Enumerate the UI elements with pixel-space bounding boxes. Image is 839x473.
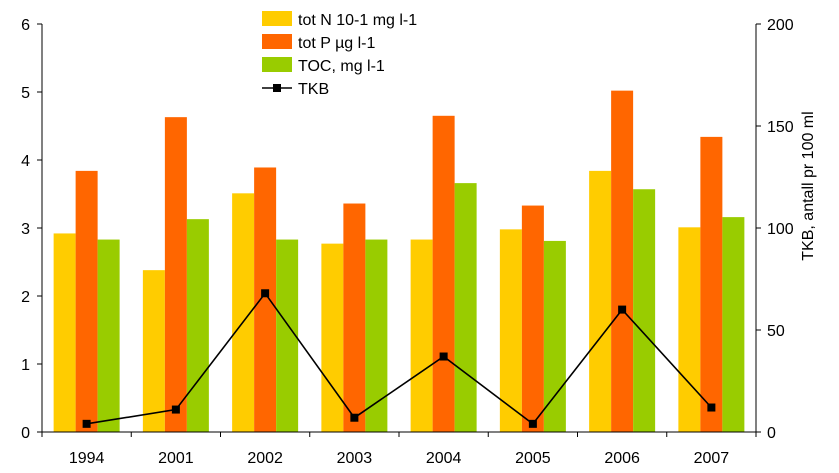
left-tick-label: 5 [21, 85, 30, 102]
legend-label-2: tot P µg l-1 [298, 35, 376, 52]
right-tick-label: 0 [767, 425, 776, 442]
right-tick-label: 150 [767, 119, 794, 136]
bar-1-2001 [142, 270, 165, 432]
bar-2-2001 [164, 117, 187, 432]
left-tick-label: 1 [21, 357, 30, 374]
x-tick-label: 2006 [604, 450, 640, 467]
legend-swatch-3 [262, 57, 292, 72]
tkb-marker-2001 [171, 405, 180, 414]
bar-2-2002 [254, 167, 277, 433]
tkb-marker-1994 [82, 419, 91, 428]
legend-label-4: TKB [298, 81, 329, 98]
legend-label-3: TOC, mg l-1 [298, 58, 385, 75]
tkb-line-layer [82, 289, 716, 428]
x-tick-label: 2002 [247, 450, 283, 467]
x-tick-label: 2004 [426, 450, 462, 467]
bar-3-2003 [365, 239, 388, 432]
bar-1-2004 [410, 239, 433, 432]
right-tick-label: 100 [767, 221, 794, 238]
bar-1-2003 [321, 243, 344, 432]
tkb-marker-2002 [261, 289, 270, 298]
bar-2-2005 [521, 205, 544, 432]
legend: tot N 10-1 mg l-1 tot P µg l-1 TOC, mg l-1… [262, 11, 417, 98]
x-tick-label: 2007 [694, 450, 730, 467]
left-tick-label: 3 [21, 221, 30, 238]
bar-2-1994 [75, 170, 98, 432]
tkb-marker-2005 [528, 419, 537, 428]
x-tick-label: 2005 [515, 450, 551, 467]
bar-3-1994 [97, 239, 120, 432]
bar-2-2006 [611, 90, 634, 432]
x-tick-label: 1994 [69, 450, 105, 467]
tkb-marker-2004 [439, 352, 448, 361]
bars-layer [53, 90, 745, 433]
bar-1-1994 [53, 233, 76, 432]
bar-1-2002 [232, 193, 255, 432]
bar-3-2001 [186, 219, 209, 432]
tkb-marker-2007 [707, 403, 716, 412]
tkb-marker-2006 [618, 305, 627, 314]
tkb-marker-2003 [350, 413, 359, 422]
x-tick-label: 2003 [337, 450, 373, 467]
bar-3-2007 [722, 217, 745, 432]
legend-line-marker [273, 84, 281, 92]
legend-swatch-1 [262, 11, 292, 26]
bar-2-2003 [343, 203, 366, 432]
bar-3-2005 [543, 240, 566, 432]
bar-2-2007 [700, 136, 723, 432]
tkb-line [86, 291, 712, 425]
bar-1-2006 [589, 170, 612, 432]
legend-swatch-2 [262, 34, 292, 49]
left-tick-label: 2 [21, 289, 30, 306]
x-tick-label: 2001 [158, 450, 194, 467]
legend-label-1: tot N 10-1 mg l-1 [298, 12, 417, 29]
axes-layer: 0 1 2 3 4 5 6 0 50 100 150 200 1994 2001 2002 2003 2004 2… [21, 17, 794, 467]
bar-2-2004 [432, 115, 455, 433]
right-tick-label: 200 [767, 17, 794, 34]
bar-3-2002 [276, 239, 299, 432]
left-tick-label: 0 [21, 425, 30, 442]
left-tick-label: 6 [21, 17, 30, 34]
left-tick-label: 4 [21, 153, 30, 170]
bar-3-2006 [633, 189, 656, 432]
bar-1-2005 [499, 229, 522, 432]
bar-3-2004 [454, 183, 477, 432]
right-tick-label: 50 [767, 323, 785, 340]
bar-1-2007 [678, 227, 701, 432]
right-axis-label: TKB, antall pr 100 ml [800, 111, 817, 260]
